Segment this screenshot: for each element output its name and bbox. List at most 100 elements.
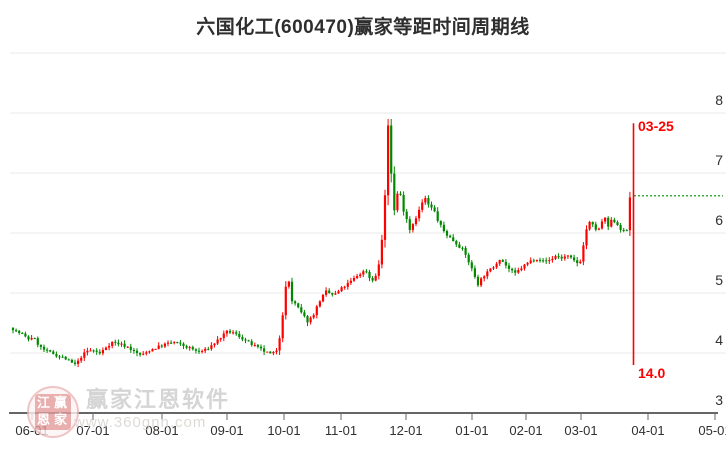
candle-body bbox=[374, 275, 377, 281]
candle-body bbox=[613, 219, 616, 223]
candle-body bbox=[61, 356, 64, 358]
candle-body bbox=[458, 244, 461, 248]
candle-body bbox=[244, 339, 247, 341]
x-axis-label: 11-01 bbox=[324, 423, 358, 438]
candle-body bbox=[42, 346, 46, 350]
candle-body bbox=[204, 348, 207, 351]
candle-body bbox=[340, 287, 343, 292]
candle-body bbox=[331, 293, 334, 295]
x-axis-label: 03-01 bbox=[564, 423, 598, 438]
candle-body bbox=[628, 197, 631, 231]
candle-body bbox=[402, 194, 405, 212]
candle-body bbox=[135, 350, 139, 354]
candle-body bbox=[160, 345, 163, 347]
candle-body bbox=[473, 268, 476, 277]
candle-body bbox=[306, 316, 309, 323]
candle-body bbox=[263, 348, 266, 352]
x-axis-label: 08-01 bbox=[145, 423, 179, 438]
candle-body bbox=[359, 274, 362, 277]
candle-body bbox=[399, 193, 402, 195]
candle-body bbox=[464, 247, 467, 255]
candle-body bbox=[154, 348, 157, 350]
candle-body bbox=[566, 255, 569, 257]
candle-body bbox=[173, 342, 176, 344]
chart-title: 六国化工(600470)赢家等距时间周期线 bbox=[196, 17, 530, 38]
candle-body bbox=[573, 257, 576, 261]
candle-body bbox=[117, 342, 120, 345]
candle-body bbox=[297, 303, 300, 308]
candle-body bbox=[185, 345, 188, 348]
candle-body bbox=[352, 277, 356, 281]
candle-body bbox=[504, 261, 507, 266]
candle-body bbox=[622, 229, 625, 231]
candle-body bbox=[427, 198, 430, 205]
candle-body bbox=[108, 345, 111, 348]
candle-body bbox=[120, 343, 123, 345]
candle-body bbox=[49, 350, 52, 352]
y-axis-label: 7 bbox=[715, 152, 723, 168]
candle-body bbox=[27, 336, 30, 340]
candle-body bbox=[470, 262, 473, 269]
candle-body bbox=[365, 271, 368, 273]
candle-body bbox=[241, 337, 244, 340]
candle-body bbox=[64, 356, 67, 360]
candle-body bbox=[535, 259, 538, 261]
candle-body bbox=[501, 260, 504, 262]
candle-body bbox=[111, 341, 114, 346]
candle-body bbox=[201, 350, 204, 352]
candle-body bbox=[321, 294, 325, 302]
candle-body bbox=[80, 357, 83, 361]
candle-body bbox=[582, 245, 585, 262]
candle-body bbox=[52, 351, 55, 355]
candle-body bbox=[278, 338, 281, 351]
candle-body bbox=[396, 193, 399, 211]
candle-body bbox=[253, 345, 256, 347]
candle-body bbox=[207, 348, 210, 350]
candle-body bbox=[334, 293, 337, 295]
y-axis-label: 3 bbox=[715, 392, 723, 408]
candle-body bbox=[414, 218, 418, 225]
candle-body bbox=[529, 260, 532, 263]
candle-body bbox=[377, 264, 380, 276]
candle-body bbox=[511, 268, 514, 271]
candle-body bbox=[625, 230, 628, 232]
candle-body bbox=[418, 209, 421, 219]
candle-body bbox=[73, 362, 77, 364]
candle-body bbox=[247, 340, 250, 342]
candle-body bbox=[619, 225, 622, 230]
candle-body bbox=[197, 350, 201, 352]
candle-body bbox=[597, 228, 600, 230]
candle-body bbox=[95, 350, 98, 352]
x-axis-label: 05-01 bbox=[698, 423, 726, 438]
candle-body bbox=[272, 352, 275, 354]
candle-body bbox=[83, 352, 86, 358]
candle-body bbox=[607, 217, 610, 227]
candle-body bbox=[368, 271, 371, 278]
x-axis-label: 09-01 bbox=[210, 423, 244, 438]
y-axis-label: 8 bbox=[715, 92, 723, 108]
candle-body bbox=[101, 349, 104, 354]
candle-body bbox=[557, 256, 560, 258]
candle-body bbox=[337, 291, 340, 294]
candle-body bbox=[520, 268, 523, 271]
candle-body bbox=[495, 263, 498, 268]
candle-body bbox=[11, 327, 15, 331]
candle-body bbox=[461, 247, 464, 249]
candle-body bbox=[235, 332, 238, 334]
candle-body bbox=[383, 195, 387, 240]
candle-body bbox=[222, 333, 225, 339]
candle-body bbox=[424, 198, 427, 203]
candle-body bbox=[15, 330, 18, 332]
candle-body bbox=[126, 346, 129, 348]
candle-body bbox=[492, 267, 495, 269]
candle-body bbox=[21, 332, 24, 334]
candle-body bbox=[24, 333, 27, 337]
candle-body bbox=[166, 342, 170, 344]
candle-body bbox=[480, 278, 483, 286]
candle-body bbox=[588, 221, 591, 230]
candle-body bbox=[585, 229, 588, 246]
candle-body bbox=[371, 277, 374, 281]
candle-body bbox=[225, 330, 228, 334]
